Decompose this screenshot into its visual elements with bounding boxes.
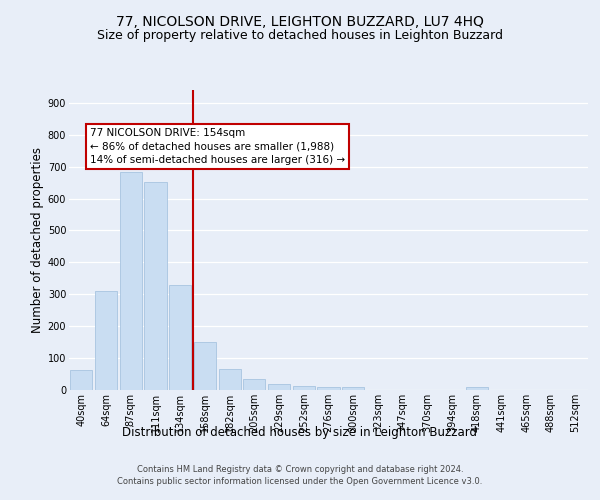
Text: Distribution of detached houses by size in Leighton Buzzard: Distribution of detached houses by size …: [122, 426, 478, 439]
Bar: [70, 370, 92, 390]
Text: 77 NICOLSON DRIVE: 154sqm
← 86% of detached houses are smaller (1,988)
14% of se: 77 NICOLSON DRIVE: 154sqm ← 86% of detac…: [90, 128, 345, 164]
Bar: [145, 182, 167, 390]
Bar: [466, 388, 488, 390]
Bar: [268, 384, 290, 390]
Bar: [169, 284, 191, 390]
Bar: [218, 370, 241, 390]
Bar: [243, 379, 265, 390]
Text: Contains HM Land Registry data © Crown copyright and database right 2024.: Contains HM Land Registry data © Crown c…: [137, 464, 463, 473]
Text: Size of property relative to detached houses in Leighton Buzzard: Size of property relative to detached ho…: [97, 30, 503, 43]
Bar: [119, 172, 142, 390]
Text: 77, NICOLSON DRIVE, LEIGHTON BUZZARD, LU7 4HQ: 77, NICOLSON DRIVE, LEIGHTON BUZZARD, LU…: [116, 16, 484, 30]
Bar: [342, 387, 364, 390]
Bar: [293, 386, 315, 390]
Y-axis label: Number of detached properties: Number of detached properties: [31, 147, 44, 333]
Bar: [194, 342, 216, 390]
Bar: [95, 291, 117, 390]
Text: Contains public sector information licensed under the Open Government Licence v3: Contains public sector information licen…: [118, 476, 482, 486]
Bar: [317, 387, 340, 390]
